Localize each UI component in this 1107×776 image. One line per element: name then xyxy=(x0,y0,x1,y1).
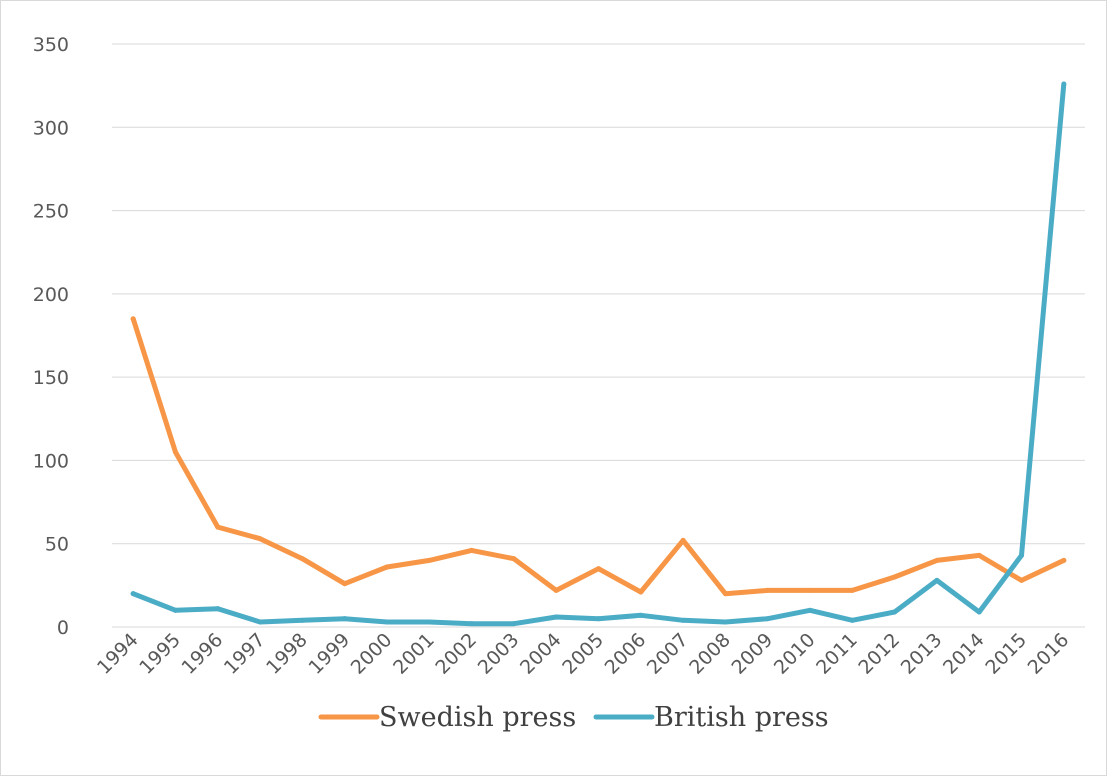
data-point xyxy=(257,619,263,625)
x-tick-label: 1997 xyxy=(220,629,270,679)
data-point xyxy=(130,591,136,597)
data-point xyxy=(722,591,728,597)
data-point xyxy=(384,564,390,570)
data-point xyxy=(215,524,221,530)
data-point xyxy=(680,617,686,623)
x-tick-label: 1996 xyxy=(178,629,228,679)
data-point xyxy=(426,619,432,625)
y-tick-label: 200 xyxy=(33,284,69,306)
data-point xyxy=(1019,577,1025,583)
x-tick-label: 2013 xyxy=(897,629,947,679)
data-point xyxy=(172,607,178,613)
x-tick-label: 1994 xyxy=(93,629,143,679)
data-point xyxy=(426,557,432,563)
data-point xyxy=(976,609,982,615)
y-tick-label: 300 xyxy=(33,117,69,139)
x-tick-label: 2014 xyxy=(939,629,989,679)
x-tick-label: 2005 xyxy=(558,629,608,679)
data-point xyxy=(130,316,136,322)
data-point xyxy=(511,621,517,627)
x-tick-label: 2000 xyxy=(347,629,397,679)
data-point xyxy=(511,556,517,562)
x-tick-label: 2007 xyxy=(643,629,693,679)
data-point xyxy=(469,547,475,553)
x-tick-label: 1995 xyxy=(135,629,185,679)
x-tick-label: 2015 xyxy=(981,629,1031,679)
data-point xyxy=(596,566,601,572)
x-tick-label: 2003 xyxy=(474,629,524,679)
series-lines xyxy=(130,81,1067,627)
legend-label: British press xyxy=(654,702,829,733)
data-point xyxy=(892,574,898,580)
y-tick-label: 0 xyxy=(57,617,69,639)
x-tick-label: 2012 xyxy=(854,629,904,679)
data-point xyxy=(807,587,813,593)
data-point xyxy=(384,619,390,625)
series-points xyxy=(130,316,1067,597)
x-tick-label: 2004 xyxy=(516,629,566,679)
data-point xyxy=(934,557,940,563)
data-point xyxy=(469,621,475,627)
data-point xyxy=(807,607,813,613)
data-point xyxy=(934,577,940,583)
y-tick-label: 50 xyxy=(45,534,69,556)
x-tick-label: 2010 xyxy=(770,629,820,679)
y-axis-ticks: 0 50 100 150 200 250 300 350 xyxy=(33,34,69,639)
x-tick-label: 2008 xyxy=(685,629,735,679)
data-point xyxy=(638,589,644,595)
x-tick-label: 2009 xyxy=(728,629,778,679)
x-tick-label: 1999 xyxy=(304,629,354,679)
legend: Swedish press British press xyxy=(318,702,829,733)
data-point xyxy=(553,614,559,620)
data-point xyxy=(342,616,348,622)
data-point xyxy=(1061,81,1067,87)
data-point xyxy=(172,449,178,455)
data-point xyxy=(1061,557,1067,563)
x-axis-ticks: 1994199519961997199819992000200120022003… xyxy=(93,629,1073,679)
y-tick-label: 350 xyxy=(33,34,69,56)
data-point xyxy=(892,609,898,615)
data-point xyxy=(215,606,221,612)
series-points xyxy=(130,81,1067,627)
data-point xyxy=(596,616,601,622)
x-tick-label: 2002 xyxy=(431,629,481,679)
data-point xyxy=(1019,552,1025,558)
series-line-swedish-press xyxy=(130,316,1067,597)
data-point xyxy=(553,587,559,593)
data-point xyxy=(299,617,305,623)
legend-label: Swedish press xyxy=(379,702,576,733)
x-tick-label: 1998 xyxy=(262,629,312,679)
data-point xyxy=(976,552,982,558)
x-tick-label: 2006 xyxy=(601,629,651,679)
data-point xyxy=(342,581,348,587)
data-point xyxy=(638,612,644,618)
y-tick-label: 150 xyxy=(33,367,69,389)
y-tick-label: 100 xyxy=(33,450,69,472)
data-point xyxy=(722,619,728,625)
x-tick-label: 2011 xyxy=(812,629,862,679)
data-point xyxy=(849,617,855,623)
data-point xyxy=(849,587,855,593)
x-tick-label: 2001 xyxy=(389,629,439,679)
data-point xyxy=(257,536,263,542)
data-point xyxy=(765,616,771,622)
data-point xyxy=(299,556,305,562)
x-tick-label: 2016 xyxy=(1024,629,1074,679)
y-tick-label: 250 xyxy=(33,201,69,223)
data-point xyxy=(680,537,686,543)
data-point xyxy=(765,587,771,593)
